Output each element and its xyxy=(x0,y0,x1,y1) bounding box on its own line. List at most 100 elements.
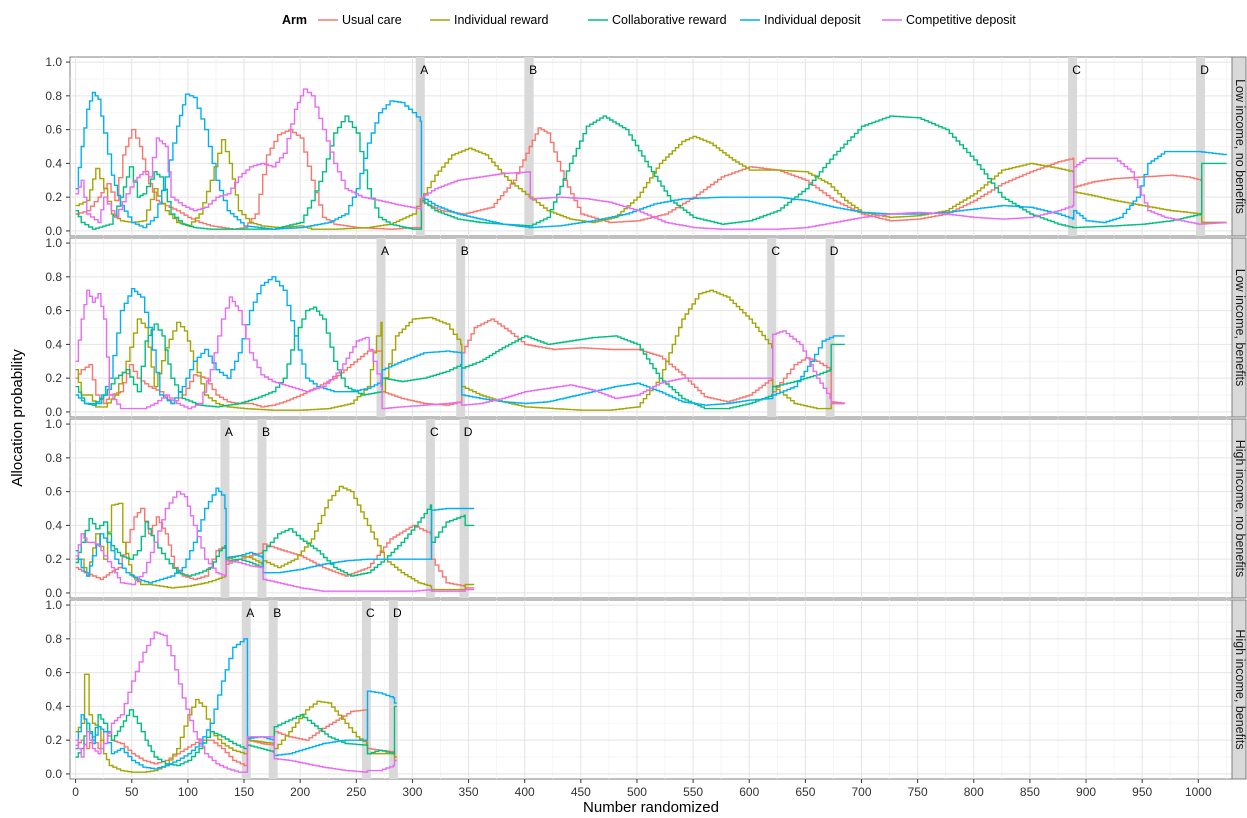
legend-label-competitive-deposit: Competitive deposit xyxy=(906,13,1016,27)
x-tick-label: 700 xyxy=(851,785,871,799)
strip-label-low-income-no-benefits: Low income, no benefits xyxy=(1233,79,1247,214)
phase-label-a: A xyxy=(420,63,428,77)
series-line-competitive-deposit xyxy=(75,490,475,592)
series-group xyxy=(75,88,1228,230)
y-tick-label: 1.0 xyxy=(45,236,62,250)
y-tick-label: 0.6 xyxy=(45,304,62,318)
series-group xyxy=(75,631,397,773)
x-axis: 0 50 100 150 200 250 300 350 400 450 500 550 600 650 7… xyxy=(72,779,1212,799)
legend-label-collaborative-reward: Collaborative reward xyxy=(612,13,727,27)
phase-label-d: D xyxy=(830,244,839,258)
x-tick-label: 600 xyxy=(739,785,759,799)
phase-marker-b xyxy=(268,600,278,779)
x-tick-label: 100 xyxy=(178,785,198,799)
series-line-individual-deposit xyxy=(75,638,397,770)
x-tick-label: 0 xyxy=(72,785,79,799)
phase-marker-c xyxy=(1068,57,1078,236)
phase-label-c: C xyxy=(1072,63,1081,77)
series-line-competitive-deposit xyxy=(75,631,397,773)
phase-label-d: D xyxy=(1200,63,1209,77)
phase-marker-b xyxy=(456,238,466,417)
strip-background xyxy=(1231,418,1247,599)
x-tick-label: 950 xyxy=(1132,785,1152,799)
x-tick-label: 500 xyxy=(627,785,647,799)
strip-label-high-income-benefits: High income, benefits xyxy=(1233,629,1247,749)
phase-label-c: C xyxy=(366,606,375,620)
y-tick-label: 0.6 xyxy=(45,485,62,499)
strip-background xyxy=(1231,56,1247,237)
legend-label-individual-reward: Individual reward xyxy=(454,13,549,27)
y-tick-label: 1.0 xyxy=(45,55,62,69)
x-tick-label: 50 xyxy=(125,785,139,799)
series-group xyxy=(75,485,475,592)
y-axis-title: Allocation probability xyxy=(9,349,26,487)
phase-label-b: B xyxy=(262,425,270,439)
series-line-usual-care xyxy=(75,318,846,408)
series-line-individual-reward xyxy=(75,673,397,773)
y-tick-label: 0.0 xyxy=(45,586,62,600)
x-tick-label: 750 xyxy=(908,785,928,799)
y-tick-label: 1.0 xyxy=(45,598,62,612)
y-tick-label: 0.4 xyxy=(45,699,62,713)
strip-label-low-income-benefits: Low income, benefits xyxy=(1233,269,1247,386)
legend: Arm Usual care Individual reward Collabora… xyxy=(282,13,1016,27)
phase-marker-d xyxy=(1196,57,1206,236)
x-tick-label: 150 xyxy=(234,785,254,799)
series-line-usual-care xyxy=(75,709,397,767)
y-tick-label: 0.4 xyxy=(45,518,62,532)
y-tick-label: 0.2 xyxy=(45,733,62,747)
minor-gridlines xyxy=(70,57,1232,236)
strip-label-high-income-no-benefits: High income, no benefits xyxy=(1233,440,1247,578)
y-tick-label: 0.0 xyxy=(45,224,62,238)
legend-label-usual-care: Usual care xyxy=(342,13,402,27)
phase-label-b: B xyxy=(461,244,469,258)
series-line-competitive-deposit xyxy=(75,88,1228,230)
series-line-individual-reward xyxy=(75,135,1227,230)
y-tick-label: 0.2 xyxy=(45,190,62,204)
x-tick-label: 850 xyxy=(1020,785,1040,799)
x-tick-label: 550 xyxy=(683,785,703,799)
x-tick-label: 350 xyxy=(459,785,479,799)
x-tick-label: 900 xyxy=(1076,785,1096,799)
y-tick-label: 0.0 xyxy=(45,405,62,419)
phase-label-d: D xyxy=(464,425,473,439)
minor-gridlines xyxy=(70,600,1232,779)
strip-background xyxy=(1231,237,1247,418)
facet-panels: A B C D 0.0 0.2 0.4 0.6 0.8 1.0 Low income, no ben… xyxy=(45,55,1247,781)
y-tick-label: 0.8 xyxy=(45,270,62,284)
phase-label-a: A xyxy=(381,244,389,258)
x-tick-label: 250 xyxy=(346,785,366,799)
panel-high-income-no-benefits: A B C D 0.0 0.2 0.4 0.6 0.8 1.0 High income, no be… xyxy=(45,417,1247,600)
phase-label-a: A xyxy=(225,425,233,439)
y-tick-label: 0.4 xyxy=(45,337,62,351)
phase-marker-c xyxy=(361,600,371,779)
panel-high-income-benefits: A B C D 0.0 0.2 0.4 0.6 0.8 1.0 High income, benef… xyxy=(45,598,1247,781)
series-line-usual-care xyxy=(75,507,475,589)
x-tick-label: 200 xyxy=(290,785,310,799)
series-line-individual-deposit xyxy=(75,91,1228,230)
series-line-collaborative-reward xyxy=(75,705,397,767)
y-tick-label: 0.8 xyxy=(45,451,62,465)
x-axis-title: Number randomized xyxy=(583,799,719,816)
phase-marker-d xyxy=(825,238,835,417)
y-tick-label: 0.4 xyxy=(45,156,62,170)
phase-label-b: B xyxy=(273,606,281,620)
y-tick-label: 0.0 xyxy=(45,767,62,781)
major-gridlines xyxy=(70,57,1232,236)
phase-label-d: D xyxy=(393,606,402,620)
legend-label-individual-deposit: Individual deposit xyxy=(764,13,861,27)
phase-label-b: B xyxy=(529,63,537,77)
phase-marker-d xyxy=(388,600,398,779)
strip-background xyxy=(1231,599,1247,780)
phase-label-c: C xyxy=(430,425,439,439)
series-line-individual-deposit xyxy=(75,487,475,584)
series-line-individual-deposit xyxy=(75,276,845,406)
x-tick-label: 300 xyxy=(402,785,422,799)
panel-low-income-benefits: A B C D 0.0 0.2 0.4 0.6 0.8 1.0 Low income, benefi… xyxy=(45,236,1247,419)
phase-marker-a xyxy=(241,600,251,779)
y-tick-label: 0.8 xyxy=(45,89,62,103)
phase-marker-a xyxy=(415,57,425,236)
series-line-collaborative-reward xyxy=(75,115,1227,230)
series-line-usual-care xyxy=(75,127,1227,230)
